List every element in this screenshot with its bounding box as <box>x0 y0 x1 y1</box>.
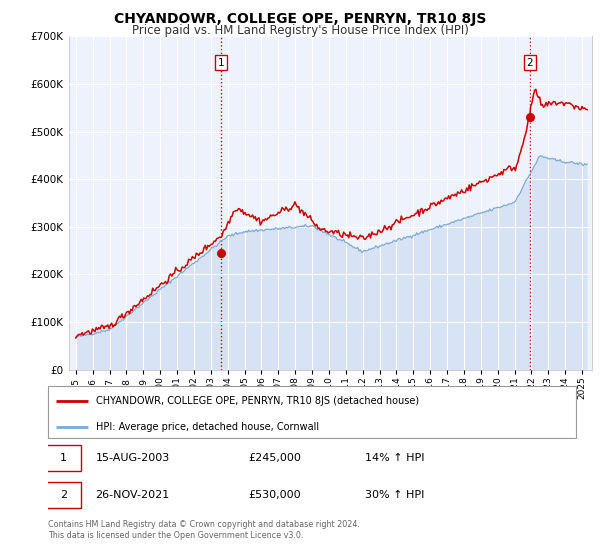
Text: £530,000: £530,000 <box>248 490 301 500</box>
Text: 2: 2 <box>60 490 67 500</box>
FancyBboxPatch shape <box>48 386 576 438</box>
Text: CHYANDOWR, COLLEGE OPE, PENRYN, TR10 8JS (detached house): CHYANDOWR, COLLEGE OPE, PENRYN, TR10 8JS… <box>95 396 419 406</box>
Text: HPI: Average price, detached house, Cornwall: HPI: Average price, detached house, Corn… <box>95 422 319 432</box>
Text: 2: 2 <box>526 58 533 68</box>
Text: 15-AUG-2003: 15-AUG-2003 <box>95 453 170 463</box>
Text: This data is licensed under the Open Government Licence v3.0.: This data is licensed under the Open Gov… <box>48 531 304 540</box>
Text: 1: 1 <box>60 453 67 463</box>
Text: 30% ↑ HPI: 30% ↑ HPI <box>365 490 424 500</box>
Text: 1: 1 <box>218 58 224 68</box>
Text: Price paid vs. HM Land Registry's House Price Index (HPI): Price paid vs. HM Land Registry's House … <box>131 24 469 37</box>
FancyBboxPatch shape <box>46 482 81 508</box>
Text: CHYANDOWR, COLLEGE OPE, PENRYN, TR10 8JS: CHYANDOWR, COLLEGE OPE, PENRYN, TR10 8JS <box>114 12 486 26</box>
FancyBboxPatch shape <box>46 445 81 471</box>
Text: Contains HM Land Registry data © Crown copyright and database right 2024.: Contains HM Land Registry data © Crown c… <box>48 520 360 529</box>
Text: £245,000: £245,000 <box>248 453 302 463</box>
Text: 14% ↑ HPI: 14% ↑ HPI <box>365 453 424 463</box>
Text: 26-NOV-2021: 26-NOV-2021 <box>95 490 170 500</box>
